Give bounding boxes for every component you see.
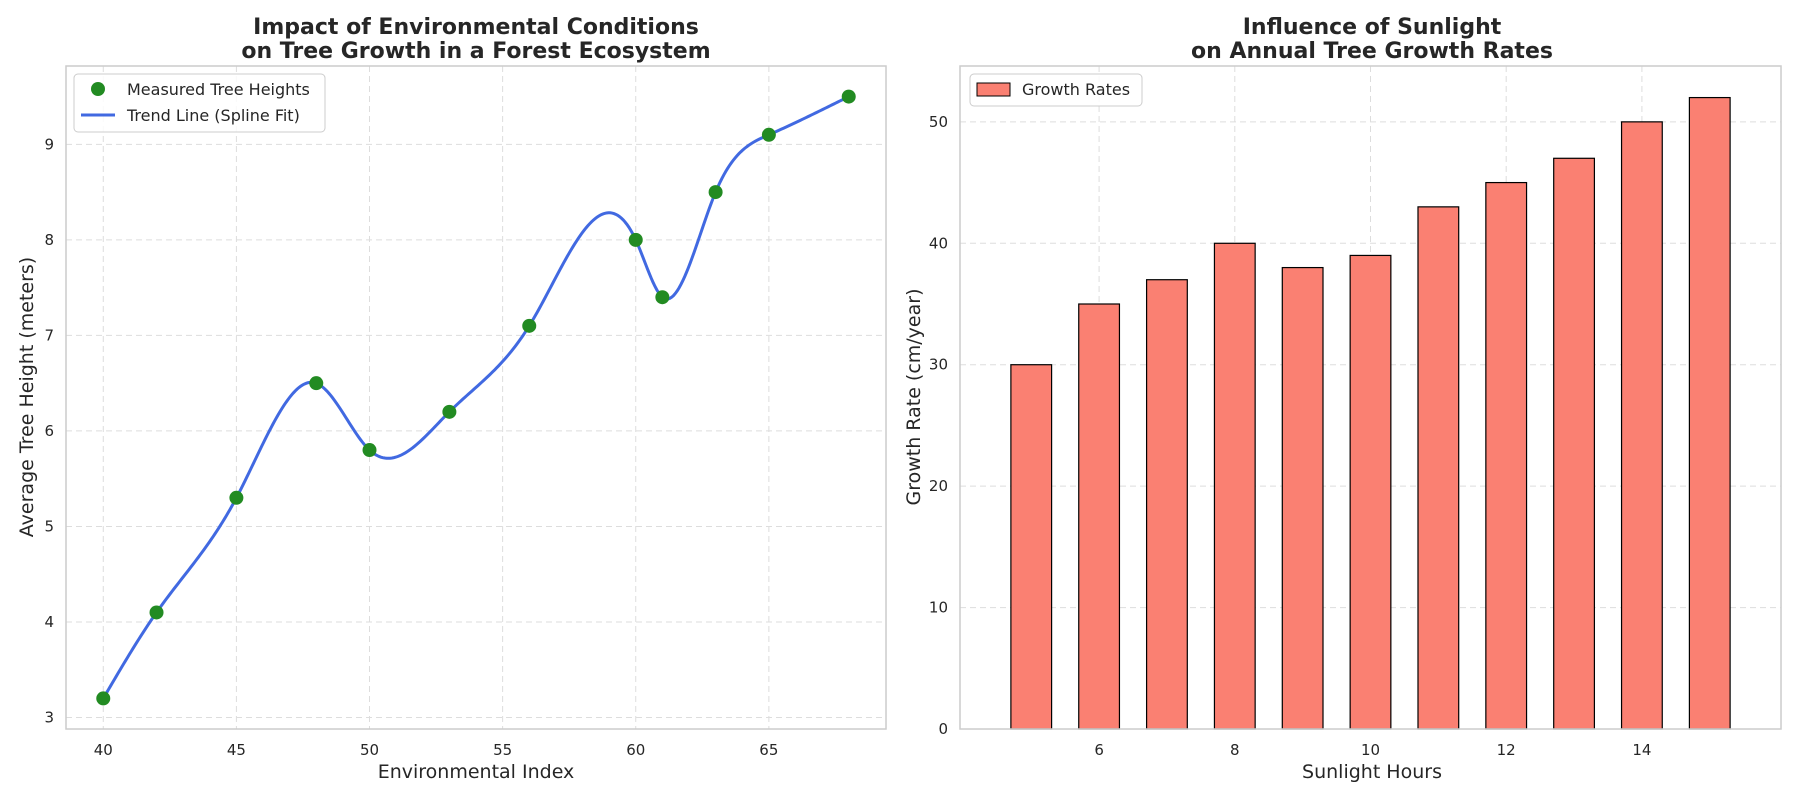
- y-tick-label: 8: [44, 231, 54, 249]
- chart-title-line-2: on Annual Tree Growth Rates: [1191, 39, 1553, 64]
- bar-chart: Influence of Sunlight on Annual Tree Gro…: [903, 15, 1782, 783]
- x-tick-label: 60: [626, 741, 645, 759]
- scatter-chart: Impact of Environmental Conditions on Tr…: [16, 15, 887, 783]
- legend: Growth Rates: [969, 73, 1143, 107]
- grid-lines: [66, 66, 886, 729]
- x-tick-label: 45: [227, 741, 246, 759]
- data-point: [309, 376, 324, 391]
- bar: [1553, 157, 1596, 730]
- y-tick-label: 30: [929, 356, 948, 374]
- data-point: [149, 605, 164, 620]
- bar: [1349, 254, 1392, 730]
- legend: Measured Tree Heights Trend Line (Spline…: [73, 73, 326, 133]
- bar: [1417, 206, 1460, 730]
- x-tick-label: 10: [1361, 741, 1380, 759]
- plot-area-frame: [65, 65, 887, 730]
- legend-box: [73, 73, 326, 133]
- y-tick-label: 5: [44, 517, 54, 535]
- legend-label-line: Trend Line (Spline Fit): [126, 106, 300, 125]
- legend-label-bars: Growth Rates: [1022, 80, 1130, 99]
- chart-title-line-2: on Tree Growth in a Forest Ecosystem: [241, 39, 710, 64]
- legend-label-points: Measured Tree Heights: [127, 80, 310, 99]
- legend-marker-points: [91, 82, 105, 96]
- bar: [1281, 266, 1324, 730]
- bars-series: [1010, 96, 1731, 730]
- bar: [1485, 181, 1528, 730]
- data-point: [442, 404, 457, 419]
- trend-line-series: [101, 95, 850, 700]
- y-tick-label: 50: [929, 113, 948, 131]
- data-point: [841, 89, 856, 104]
- y-tick-label: 9: [44, 135, 54, 153]
- y-axis-label: Average Tree Height (meters): [16, 257, 38, 537]
- x-tick-label: 6: [1094, 741, 1104, 759]
- x-axis-label: Sunlight Hours: [1302, 761, 1442, 783]
- y-tick-label: 7: [44, 326, 54, 344]
- legend-box: [969, 73, 1143, 107]
- bar: [1010, 364, 1053, 730]
- x-tick-label: 40: [94, 741, 113, 759]
- trend-line: [101, 95, 850, 700]
- x-tick-label: 14: [1632, 741, 1651, 759]
- bar: [1688, 96, 1731, 730]
- chart-title-line-1: Impact of Environmental Conditions: [253, 15, 699, 40]
- y-axis-label: Growth Rate (cm/year): [903, 289, 925, 506]
- data-point: [628, 232, 643, 247]
- y-tick-label: 10: [929, 599, 948, 617]
- data-point: [362, 443, 377, 458]
- measured-points-series: [96, 89, 856, 706]
- x-tick-label: 65: [759, 741, 778, 759]
- plot-area-frame: [959, 65, 1782, 730]
- bar: [1145, 279, 1188, 730]
- bar: [1620, 121, 1663, 730]
- x-tick-label: 55: [493, 741, 512, 759]
- y-tick-label: 6: [44, 422, 54, 440]
- data-point: [761, 127, 776, 142]
- y-tick-label: 3: [44, 709, 54, 727]
- y-tick-label: 0: [938, 720, 948, 738]
- y-tick-label: 40: [929, 234, 948, 252]
- tick-labels: 6 8 10 12 14 0 10 20 30 40 50: [929, 113, 1652, 759]
- x-axis-label: Environmental Index: [378, 761, 575, 783]
- x-tick-label: 8: [1230, 741, 1240, 759]
- bar: [1213, 242, 1256, 730]
- data-point: [96, 691, 111, 706]
- data-point: [522, 318, 537, 333]
- y-tick-label: 4: [44, 613, 54, 631]
- x-tick-label: 12: [1497, 741, 1516, 759]
- chart-title-line-1: Influence of Sunlight: [1243, 15, 1502, 40]
- x-tick-label: 50: [360, 741, 379, 759]
- legend-swatch: [976, 82, 1011, 97]
- y-tick-label: 20: [929, 477, 948, 495]
- data-point: [655, 290, 670, 305]
- bar: [1078, 303, 1121, 730]
- data-point: [229, 490, 244, 505]
- data-point: [708, 185, 723, 200]
